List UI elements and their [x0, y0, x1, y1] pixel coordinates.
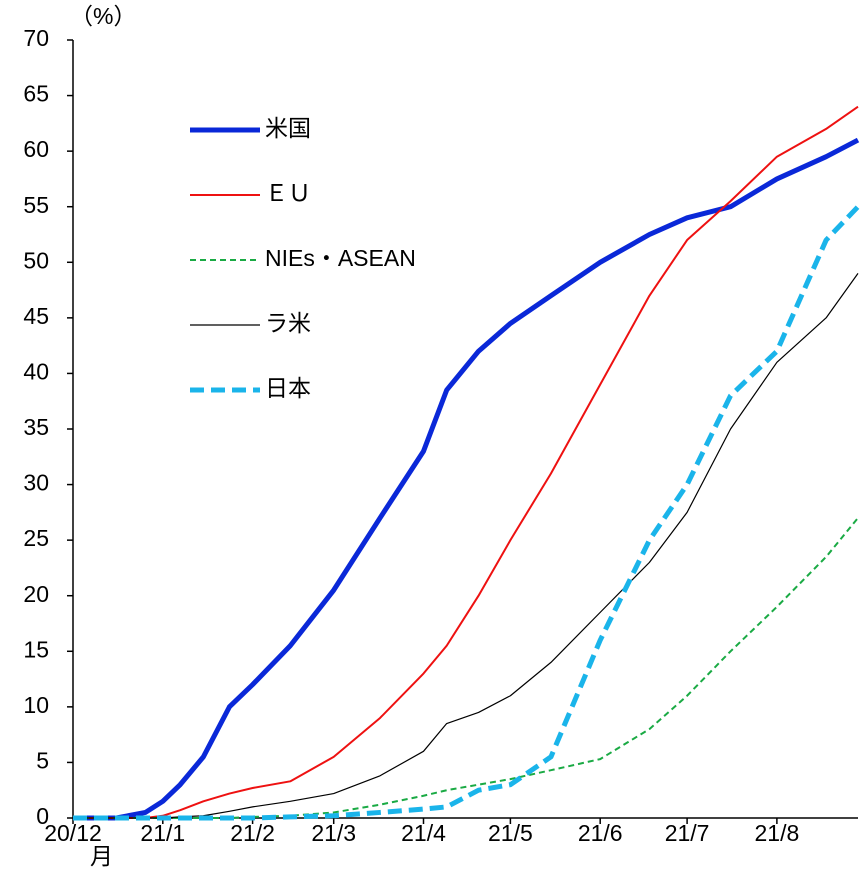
series-line: [73, 137, 860, 821]
legend-label: ラ米: [265, 310, 311, 336]
y-tick-label: 10: [23, 692, 49, 718]
y-tick-label: 0: [36, 803, 49, 829]
y-tick-label: 65: [23, 81, 49, 107]
series-line: [73, 105, 859, 819]
x-unit-label: 月: [90, 843, 113, 869]
legend-label: 米国: [265, 115, 311, 141]
y-tick-label: 55: [23, 192, 49, 218]
y-tick-label: 60: [23, 136, 49, 162]
legend-label: NIEs・ASEAN: [265, 245, 416, 271]
y-tick-label: 70: [23, 25, 49, 51]
legend-label: ＥＵ: [265, 180, 311, 206]
x-tick-label: 21/3: [311, 820, 356, 846]
x-tick-label: 20/12: [44, 820, 102, 846]
series-line: [73, 517, 859, 819]
x-tick-label: 21/2: [230, 820, 275, 846]
y-tick-label: 40: [23, 359, 49, 385]
y-tick-label: 15: [23, 636, 49, 662]
x-tick-label: 21/6: [578, 820, 623, 846]
y-tick-label: 20: [23, 581, 49, 607]
series-line: [73, 273, 859, 819]
x-tick-label: 21/7: [665, 820, 710, 846]
y-tick-label: 50: [23, 247, 49, 273]
y-tick-label: 30: [23, 470, 49, 496]
legend-label: 日本: [265, 375, 311, 401]
series-line: [73, 204, 860, 821]
y-axis-label: （%）: [70, 3, 136, 29]
y-tick-label: 5: [36, 748, 49, 774]
x-tick-label: 21/5: [488, 820, 533, 846]
x-tick-label: 21/8: [755, 820, 800, 846]
y-tick-label: 45: [23, 303, 49, 329]
y-tick-label: 35: [23, 414, 49, 440]
y-tick-label: 25: [23, 525, 49, 551]
x-tick-label: 21/4: [401, 820, 446, 846]
x-tick-label: 21/1: [140, 820, 185, 846]
